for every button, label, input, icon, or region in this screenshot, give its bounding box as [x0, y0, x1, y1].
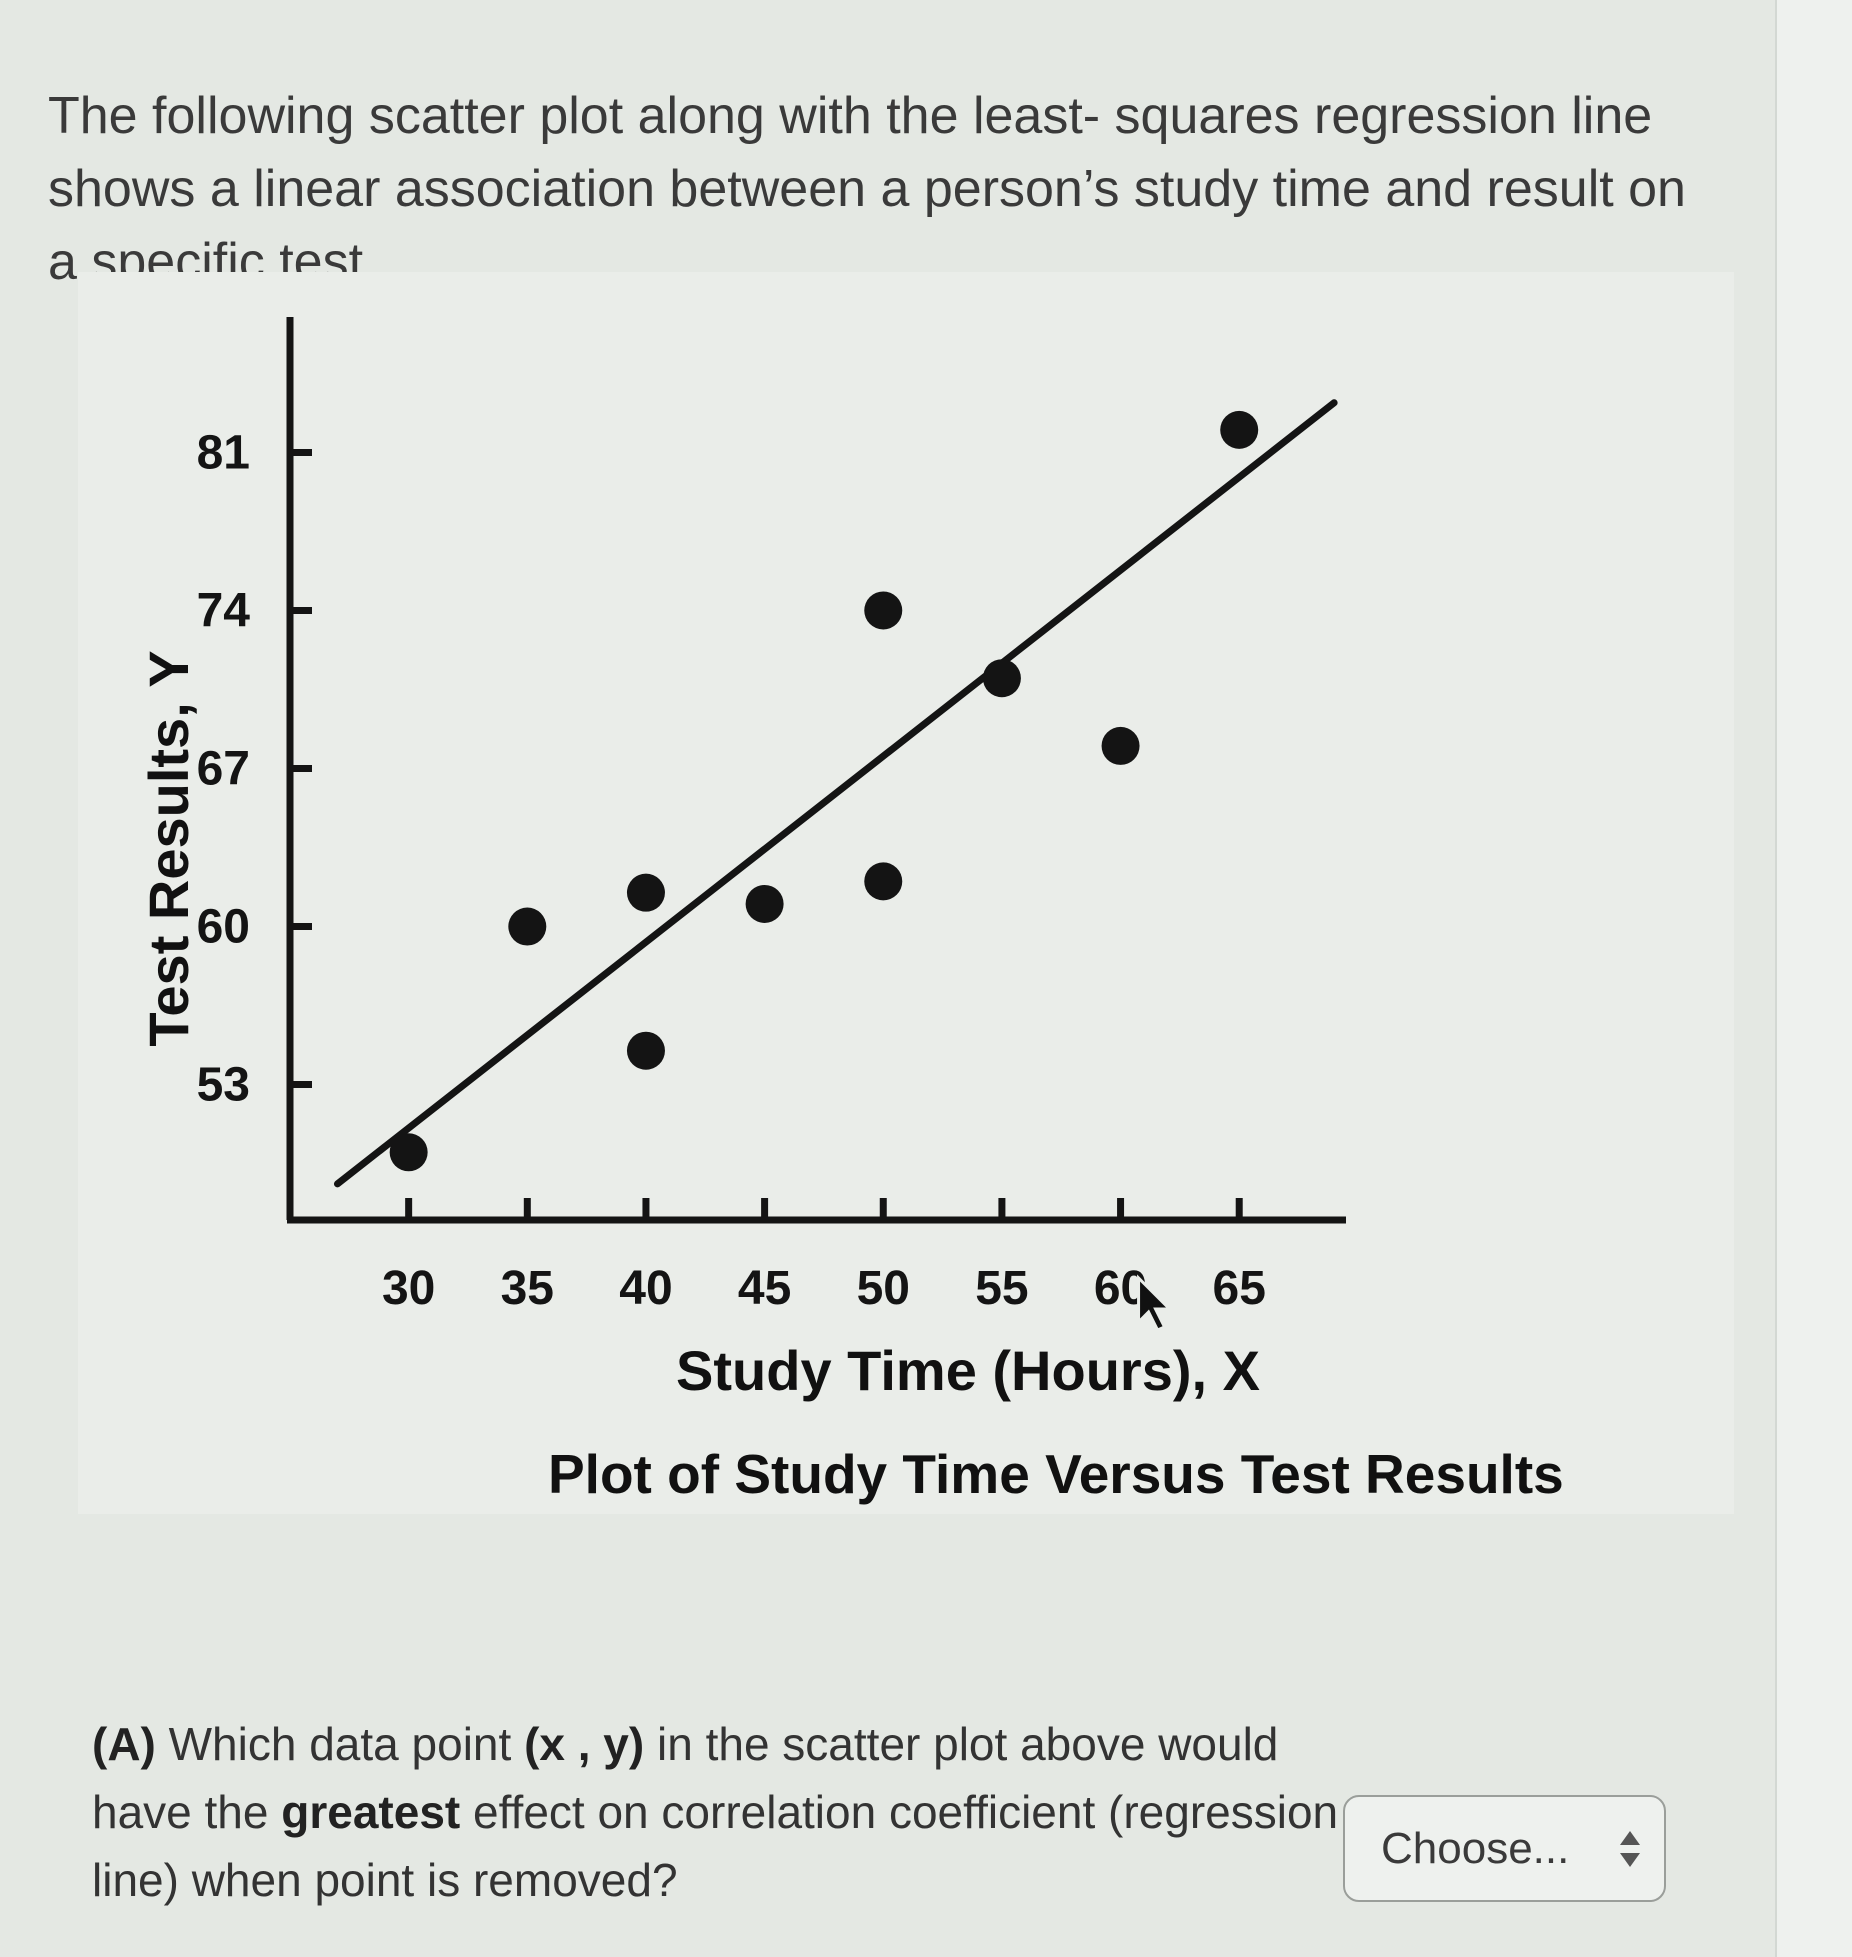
answer-select[interactable]: Choose...	[1343, 1795, 1666, 1902]
right-gutter	[1775, 0, 1852, 1957]
x-tick-label: 35	[501, 1262, 554, 1315]
chart-title: Plot of Study Time Versus Test Results	[548, 1443, 1564, 1505]
data-point	[982, 659, 1021, 698]
data-point	[389, 1133, 428, 1172]
data-point	[864, 591, 903, 630]
question-text-part-2: in the scatter plot above would have the	[92, 1718, 1279, 1838]
mouse-cursor-icon	[1137, 1274, 1174, 1332]
y-axis-label: Test Results, Y	[137, 650, 200, 1046]
question-emphasis: greatest	[281, 1786, 461, 1838]
y-tick-label: 81	[197, 426, 250, 479]
regression-line	[333, 399, 1338, 1188]
intro-text: The following scatter plot along with th…	[48, 87, 1686, 291]
page-panel: The following scatter plot along with th…	[48, 87, 1734, 1914]
scatter-chart: 53 60 67 74 81 30 35 40 45 50 55 60 65 Study Time (Ho…	[78, 272, 1734, 1514]
question-text-part-1: Which data point	[155, 1718, 525, 1770]
data-point	[626, 873, 665, 912]
data-point	[1101, 726, 1140, 765]
question-text-part-3: effect on correlation coefficient (regre…	[92, 1786, 1339, 1906]
answer-select-value: Choose...	[1381, 1823, 1570, 1873]
x-axis-label: Study Time (Hours), X	[676, 1339, 1260, 1402]
y-tick-label: 60	[197, 901, 250, 954]
data-point	[508, 907, 547, 946]
y-tick-label: 53	[197, 1059, 250, 1112]
x-tick-label: 65	[1213, 1262, 1266, 1315]
y-tick-label: 74	[197, 584, 251, 637]
data-point	[864, 862, 903, 901]
data-point	[626, 1031, 665, 1070]
x-tick-label: 30	[382, 1262, 435, 1315]
x-tick-label: 40	[619, 1262, 672, 1315]
x-tick-label: 45	[738, 1262, 791, 1315]
question-point-notation: (x , y)	[524, 1718, 645, 1770]
y-tick-label: 67	[197, 743, 250, 796]
x-tick-label: 50	[857, 1262, 910, 1315]
question-text: (A) Which data point (x , y) in the scat…	[92, 1710, 1352, 1914]
data-point	[1220, 410, 1259, 449]
data-point	[745, 884, 784, 923]
x-tick-label: 55	[975, 1262, 1028, 1315]
up-down-arrows-icon	[1620, 1831, 1640, 1867]
question-label: (A)	[92, 1718, 156, 1770]
